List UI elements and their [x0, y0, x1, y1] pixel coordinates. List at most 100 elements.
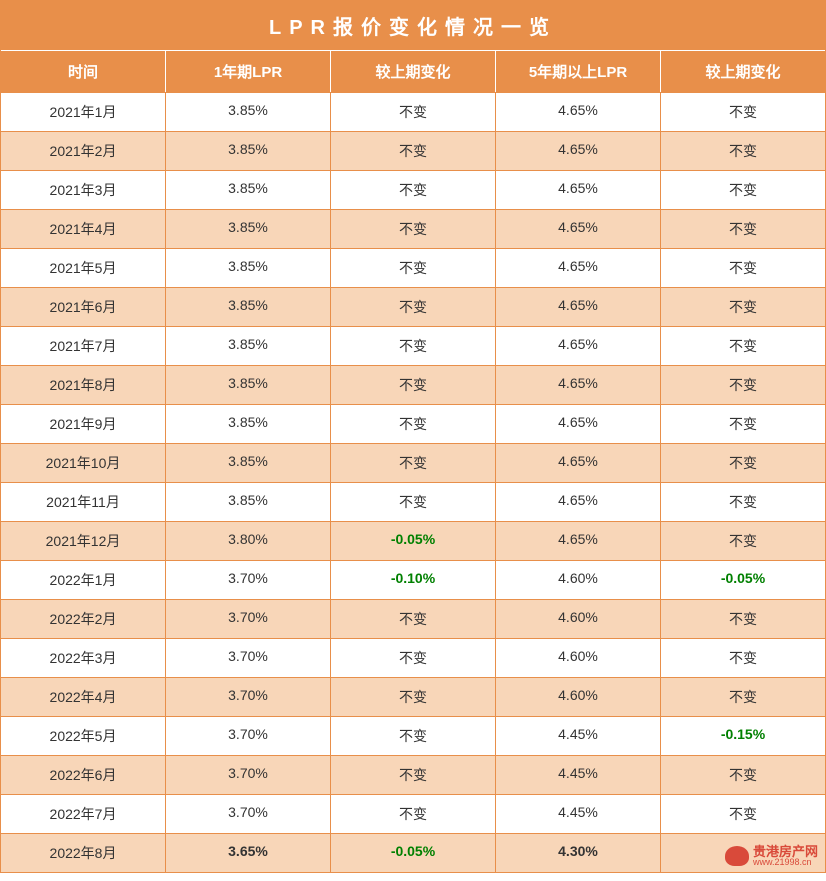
table-header-row: 时间1年期LPR较上期变化5年期以上LPR较上期变化	[1, 51, 825, 92]
table-row: 2022年5月3.70%不变4.45%-0.15%	[1, 716, 825, 755]
table-cell: -0.05%	[331, 521, 496, 560]
table-cell: 不变	[661, 599, 825, 638]
table-cell: 4.60%	[496, 677, 661, 716]
table-cell: 4.65%	[496, 365, 661, 404]
table-cell: -0.05%	[661, 560, 825, 599]
table-cell: 不变	[331, 755, 496, 794]
table-row: 2021年8月3.85%不变4.65%不变	[1, 365, 825, 404]
table-cell: 2021年7月	[1, 326, 166, 365]
table-cell: 不变	[661, 248, 825, 287]
table-cell: 3.85%	[166, 92, 331, 131]
table-cell: 不变	[331, 443, 496, 482]
table-row: 2022年1月3.70%-0.10%4.60%-0.05%	[1, 560, 825, 599]
table-cell: 不变	[331, 326, 496, 365]
table-row: 2021年1月3.85%不变4.65%不变	[1, 92, 825, 131]
table-cell: -0.15%	[661, 716, 825, 755]
table-cell: 不变	[331, 482, 496, 521]
table-cell: 3.85%	[166, 170, 331, 209]
table-cell: 不变	[661, 170, 825, 209]
table-row: 2021年12月3.80%-0.05%4.65%不变	[1, 521, 825, 560]
table-row: 2022年4月3.70%不变4.60%不变	[1, 677, 825, 716]
table-cell: 2021年6月	[1, 287, 166, 326]
table-cell: 不变	[331, 677, 496, 716]
table-cell: 不变	[331, 404, 496, 443]
table-cell: 3.70%	[166, 638, 331, 677]
table-cell: 不变	[661, 443, 825, 482]
table-cell: 2021年9月	[1, 404, 166, 443]
table-cell: 2021年11月	[1, 482, 166, 521]
table-row: 2021年2月3.85%不变4.65%不变	[1, 131, 825, 170]
table-row: 2021年10月3.85%不变4.65%不变	[1, 443, 825, 482]
table-cell: 3.70%	[166, 755, 331, 794]
table-cell: 3.85%	[166, 404, 331, 443]
table-cell: 4.65%	[496, 326, 661, 365]
table-cell: 不变	[331, 638, 496, 677]
table-cell: 不变	[331, 92, 496, 131]
table-cell: 4.45%	[496, 755, 661, 794]
table-row: 2022年6月3.70%不变4.45%不变	[1, 755, 825, 794]
table-row: 2022年7月3.70%不变4.45%不变	[1, 794, 825, 833]
header-cell-3: 5年期以上LPR	[496, 51, 661, 92]
table-cell: 2021年5月	[1, 248, 166, 287]
table-cell: 2021年2月	[1, 131, 166, 170]
table-cell: 4.65%	[496, 443, 661, 482]
table-cell: 4.45%	[496, 794, 661, 833]
table-cell: 不变	[331, 365, 496, 404]
header-cell-2: 较上期变化	[331, 51, 496, 92]
table-cell: 不变	[661, 365, 825, 404]
table-cell: 2021年8月	[1, 365, 166, 404]
table-cell: 4.45%	[496, 716, 661, 755]
table-row: 2021年6月3.85%不变4.65%不变	[1, 287, 825, 326]
table-cell: 2021年1月	[1, 92, 166, 131]
table-cell: 不变	[661, 131, 825, 170]
table-cell: 4.65%	[496, 170, 661, 209]
table-cell: 3.65%	[166, 833, 331, 872]
table-cell: 3.80%	[166, 521, 331, 560]
table-title: LPR报价变化情况一览	[1, 1, 825, 51]
table-cell: 2021年4月	[1, 209, 166, 248]
table-row: 2021年3月3.85%不变4.65%不变	[1, 170, 825, 209]
table-cell: 不变	[331, 716, 496, 755]
table-cell: 不变	[661, 287, 825, 326]
watermark-url-text: www.21998.cn	[753, 858, 818, 867]
table-cell: 不变	[661, 794, 825, 833]
table-cell: 2022年7月	[1, 794, 166, 833]
table-row: 2022年2月3.70%不变4.60%不变	[1, 599, 825, 638]
table-cell: 2022年3月	[1, 638, 166, 677]
table-cell: 不变	[331, 170, 496, 209]
table-cell: -0.10%	[331, 560, 496, 599]
table-cell: 3.70%	[166, 716, 331, 755]
table-cell: 不变	[661, 677, 825, 716]
table-cell: 不变	[661, 326, 825, 365]
table-cell: 3.85%	[166, 443, 331, 482]
table-cell: 2022年4月	[1, 677, 166, 716]
table-cell: 不变	[661, 521, 825, 560]
lpr-table: LPR报价变化情况一览 时间1年期LPR较上期变化5年期以上LPR较上期变化 2…	[0, 0, 826, 873]
table-row: 2021年7月3.85%不变4.65%不变	[1, 326, 825, 365]
table-row: 2021年4月3.85%不变4.65%不变	[1, 209, 825, 248]
table-cell: 3.85%	[166, 287, 331, 326]
table-cell: 不变	[661, 638, 825, 677]
table-cell: 3.70%	[166, 677, 331, 716]
table-cell: 3.85%	[166, 482, 331, 521]
table-cell: 4.65%	[496, 92, 661, 131]
table-cell: 不变	[331, 599, 496, 638]
table-cell: 不变	[331, 209, 496, 248]
table-cell: -0.05%	[331, 833, 496, 872]
table-cell: 3.85%	[166, 131, 331, 170]
table-cell: 3.85%	[166, 209, 331, 248]
table-cell: 不变	[331, 131, 496, 170]
table-row: 2021年9月3.85%不变4.65%不变	[1, 404, 825, 443]
table-cell: 不变	[661, 92, 825, 131]
table-cell: 2021年12月	[1, 521, 166, 560]
table-cell: 3.85%	[166, 326, 331, 365]
table-cell: 4.60%	[496, 599, 661, 638]
table-cell: 4.65%	[496, 287, 661, 326]
table-cell: 4.65%	[496, 209, 661, 248]
table-cell: 2022年8月	[1, 833, 166, 872]
table-cell: 不变	[331, 794, 496, 833]
watermark-logo-icon	[725, 846, 749, 866]
table-cell: 不变	[331, 287, 496, 326]
table-row: 2021年5月3.85%不变4.65%不变	[1, 248, 825, 287]
table-cell: 4.65%	[496, 404, 661, 443]
